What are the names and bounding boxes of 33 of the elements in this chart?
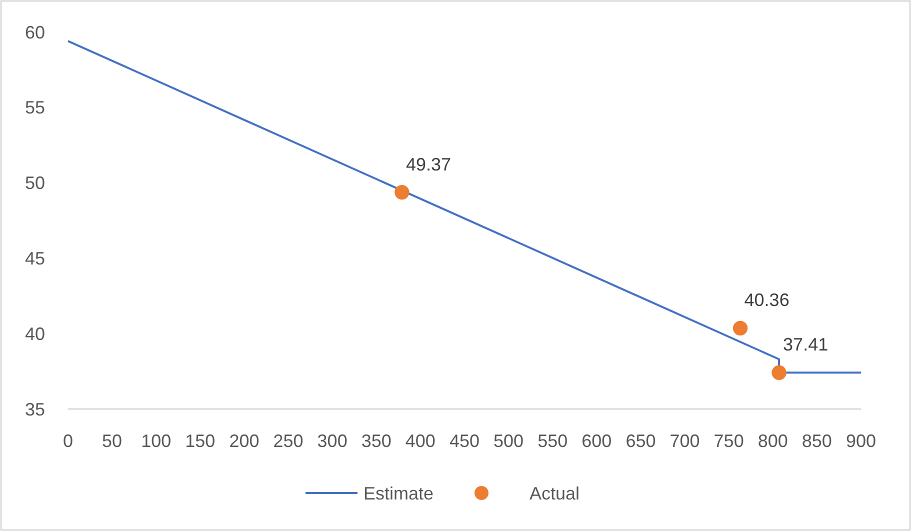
- point: [394, 184, 410, 200]
- x-tick-label: 450: [449, 431, 480, 451]
- x-tick-label: 200: [229, 431, 260, 451]
- x-tick-label: 650: [626, 431, 656, 451]
- point: [732, 320, 748, 336]
- data-label: 49.37: [406, 154, 451, 174]
- y-tick-label: 35: [24, 399, 45, 420]
- x-tick-label: 250: [273, 431, 304, 451]
- y-tick-label: 45: [24, 248, 45, 268]
- point: [772, 365, 786, 380]
- y-tick-label: 55: [24, 98, 45, 118]
- x-tick-label: 600: [582, 431, 612, 451]
- x-tick-label: 150: [185, 431, 216, 451]
- y-tick-label: 50: [24, 173, 45, 194]
- x-tick-label: 700: [670, 431, 700, 451]
- x-tick-label: 850: [802, 431, 832, 451]
- data-label: 37.41: [783, 334, 828, 355]
- x-tick-label: 750: [714, 431, 744, 451]
- data-label: 40.36: [744, 290, 790, 310]
- x-tick-label: 400: [405, 431, 436, 451]
- x-tick-label: 500: [494, 431, 524, 451]
- y-tick-label: 40: [24, 324, 45, 344]
- legend-label: Actual: [530, 483, 580, 504]
- x-tick-label: 800: [758, 431, 788, 451]
- x-tick-label: 50: [102, 431, 122, 451]
- y-tick-label: 60: [24, 22, 45, 42]
- x-tick-label: 350: [361, 431, 392, 451]
- x-tick-label: 300: [317, 431, 348, 451]
- x-tick-label: 100: [141, 431, 172, 451]
- x-tick-label: 0: [62, 431, 74, 451]
- x-tick-label: 550: [538, 431, 568, 451]
- legend-label: Estimate: [364, 483, 434, 504]
- x-tick-label: 900: [846, 431, 876, 451]
